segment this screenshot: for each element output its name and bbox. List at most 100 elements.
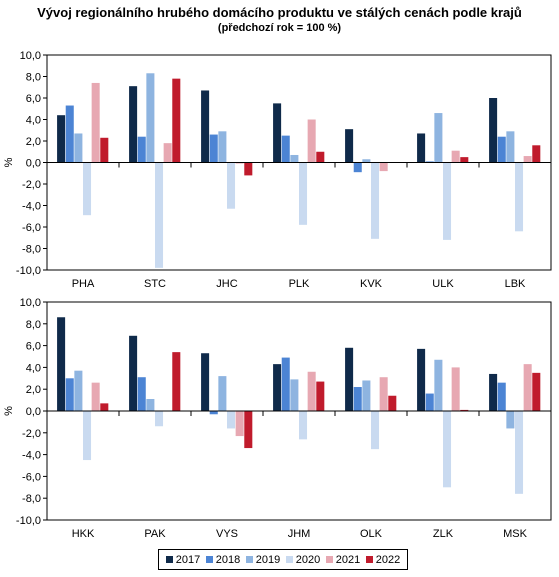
bar-stc-2022 [172,78,181,163]
bar-jhc-2021 [235,162,244,164]
y-tick-label: -2,0 [22,179,41,191]
bar-pak-2018 [137,377,146,411]
bar-lbk-2017 [489,98,498,163]
bar-ulk-2020 [443,162,452,240]
bar-msk-2019 [506,411,515,429]
bar-jhc-2019 [218,131,227,163]
legend-swatch [325,556,333,563]
bar-stc-2020 [155,162,164,268]
category-label-msk: MSK [503,528,528,540]
legend-label: 2020 [295,553,321,566]
bar-stc-2019 [146,73,155,163]
legend-item-2021: 2021 [325,553,361,566]
y-tick-label: 8,0 [26,319,41,331]
legend-label: 2018 [215,553,241,566]
category-label-pak: PAK [144,528,166,540]
y-tick-label: 0,0 [26,406,41,418]
category-label-vys: VYS [216,528,238,540]
bar-pha-2020 [83,162,92,216]
category-label-pha: PHA [72,278,95,290]
category-label-lbk: LBK [505,278,526,290]
bar-vys-2017 [201,353,210,411]
bar-vys-2022 [244,411,253,449]
legend-item-2022: 2022 [365,554,400,566]
bar-pha-2017 [57,115,66,163]
y-tick-label: -4,0 [22,450,41,462]
bar-jhc-2020 [227,162,236,209]
bar-kvk-2018 [353,162,362,173]
legend-swatch [205,556,213,563]
legend-swatch [245,556,253,563]
bar-jhm-2018 [281,357,290,411]
bar-pak-2017 [129,335,138,411]
bar-kvk-2019 [362,159,371,163]
bar-kvk-2020 [371,162,380,239]
y-tick-label: -10,0 [16,515,41,527]
y-tick-label: -4,0 [22,201,41,213]
bar-jhc-2022 [244,162,253,176]
y-tick-label: -6,0 [22,222,41,234]
bar-zlk-2018 [425,393,434,411]
legend-swatch [285,556,293,563]
category-label-jhm: JHM [288,528,311,540]
bar-hkk-2019 [74,370,83,411]
bar-plk-2019 [290,154,299,163]
legend-item-2019: 2019 [245,553,281,566]
y-axis-label: % [3,406,15,416]
bar-zlk-2017 [417,348,426,411]
bar-kvk-2017 [345,129,354,163]
bar-kvk-2021 [379,162,388,172]
bar-jhm-2019 [290,379,299,411]
bar-olk-2017 [345,347,354,411]
legend-swatch [365,556,373,563]
bar-ulk-2017 [417,133,426,163]
bar-olk-2021 [379,377,388,411]
y-tick-label: 6,0 [26,93,41,105]
legend-item-2020: 2020 [285,553,321,566]
chart-subtitle: (předchozí rok = 100 %) [217,22,342,34]
chart-legend: 2017 2018 2019 2020 2021 2022 [158,549,408,570]
bar-zlk-2022 [460,409,469,411]
bar-pha-2018 [65,105,74,163]
bar-plk-2017 [273,103,282,163]
bar-hkk-2022 [100,403,109,411]
legend-label: 2021 [335,553,361,566]
bar-jhm-2020 [299,411,308,440]
bar-stc-2017 [129,86,138,163]
bar-vys-2020 [227,411,236,429]
y-tick-label: -6,0 [22,471,41,483]
category-label-plk: PLK [289,278,310,290]
category-label-jhc: JHC [216,278,237,290]
category-label-olk: OLK [360,528,383,540]
y-tick-label: -8,0 [22,244,41,256]
y-tick-label: 10,0 [20,50,41,62]
bar-zlk-2019 [434,359,443,411]
bar-pha-2022 [100,137,109,163]
bar-zlk-2020 [443,411,452,488]
y-tick-label: 0,0 [26,158,41,170]
legend-item-2018: 2018 [205,553,241,566]
legend-swatch [165,556,173,563]
bar-ulk-2021 [451,150,460,163]
y-tick-label: 10,0 [20,297,41,309]
bar-lbk-2018 [497,136,506,163]
bar-plk-2021 [307,119,316,163]
legend-label: 2019 [255,553,281,566]
bar-pak-2019 [146,399,155,411]
bar-msk-2021 [523,364,532,411]
bar-plk-2018 [281,135,290,163]
y-tick-label: -8,0 [22,493,41,505]
y-tick-label: -10,0 [16,265,41,277]
bar-pak-2020 [155,411,164,427]
bar-msk-2020 [515,411,524,494]
bar-msk-2022 [532,372,541,411]
y-tick-label: 2,0 [26,136,41,148]
bar-hkk-2017 [57,317,66,411]
bar-lbk-2020 [515,162,524,232]
category-label-stc: STC [144,278,166,290]
bar-ulk-2019 [434,113,443,163]
bar-jhm-2017 [273,364,282,411]
bar-olk-2022 [388,395,397,411]
